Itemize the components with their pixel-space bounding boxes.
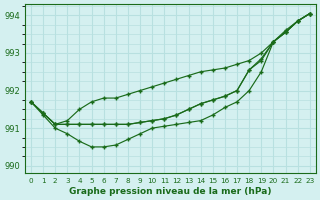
- X-axis label: Graphe pression niveau de la mer (hPa): Graphe pression niveau de la mer (hPa): [69, 187, 272, 196]
